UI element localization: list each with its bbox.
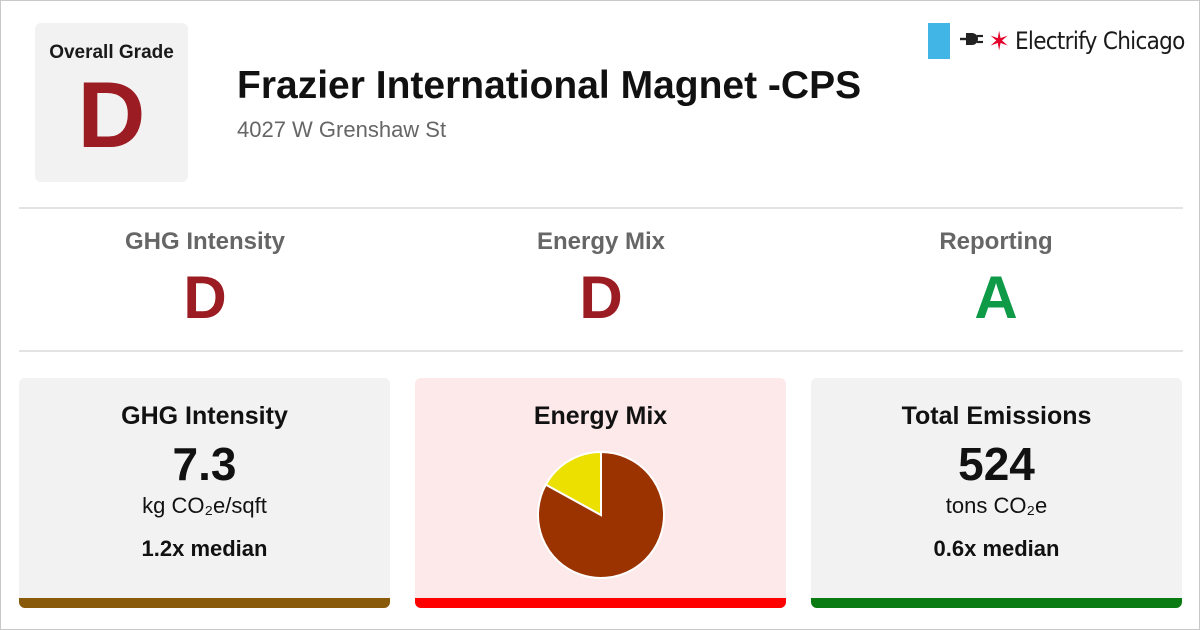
grade-ghg-intensity: GHG Intensity D [20, 227, 390, 331]
building-address: 4027 W Grenshaw St [237, 117, 447, 142]
flag-bar-icon [928, 23, 951, 59]
brand-name: Electrify Chicago [1015, 27, 1185, 55]
card-color-bar [19, 598, 390, 608]
grade-letter: D [579, 264, 623, 331]
energy-mix-pie [536, 450, 666, 585]
star-icon: ✶ [988, 26, 1010, 56]
overall-grade-letter: D [77, 62, 146, 167]
total-emissions-value: 524 [958, 438, 1035, 490]
ghg-intensity-card: GHG Intensity 7.3 kg CO₂e/sqft 1.2x medi… [19, 378, 390, 608]
total-emissions-median: 0.6x median [933, 536, 1060, 561]
overall-grade-box: Overall Grade D [35, 23, 188, 182]
grade-reporting: Reporting A [811, 227, 1181, 331]
total-emissions-unit: tons CO₂e [945, 493, 1048, 518]
grade-label: Reporting [939, 228, 1053, 255]
grade-label: GHG Intensity [124, 228, 286, 255]
total-emissions-card: Total Emissions 524 tons CO₂e 0.6x media… [811, 378, 1182, 608]
card-color-bar [415, 598, 786, 608]
ghg-intensity-unit: kg CO₂e/sqft [142, 493, 267, 518]
card-title: Total Emissions [901, 402, 1092, 430]
divider-bottom [19, 350, 1183, 352]
ghg-intensity-value: 7.3 [172, 438, 237, 490]
grade-letter: A [974, 264, 1018, 331]
divider-top [19, 207, 1183, 209]
card-color-bar [811, 598, 1182, 608]
card-title: GHG Intensity [121, 402, 288, 430]
plug-icon [960, 31, 984, 52]
pie-slice-1 [544, 450, 602, 517]
energy-mix-card: Energy Mix [415, 378, 786, 608]
grade-letter: D [183, 264, 227, 331]
building-name: Frazier International Magnet -CPS [237, 64, 862, 107]
building-info: Frazier International Magnet -CPS 4027 W… [237, 63, 861, 143]
grade-energy-mix: Energy Mix D [416, 227, 786, 331]
ghg-intensity-median: 1.2x median [141, 536, 268, 561]
card-title: Energy Mix [533, 402, 668, 430]
brand-logo: ✶ Electrify Chicago [928, 23, 1185, 59]
grade-label: Energy Mix [536, 228, 666, 255]
overall-grade-label: Overall Grade [49, 42, 174, 63]
